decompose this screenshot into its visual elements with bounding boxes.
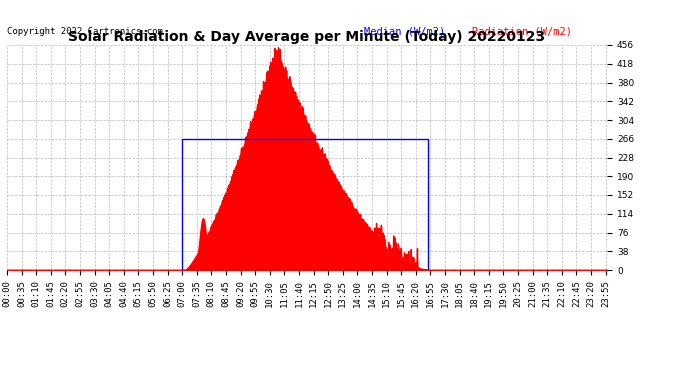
Text: Radiation (W/m2): Radiation (W/m2) <box>472 26 572 36</box>
Text: Copyright 2022 Cartronics.com: Copyright 2022 Cartronics.com <box>7 27 163 36</box>
Text: Median (W/m2): Median (W/m2) <box>364 26 445 36</box>
Title: Solar Radiation & Day Average per Minute (Today) 20220123: Solar Radiation & Day Average per Minute… <box>68 30 546 44</box>
